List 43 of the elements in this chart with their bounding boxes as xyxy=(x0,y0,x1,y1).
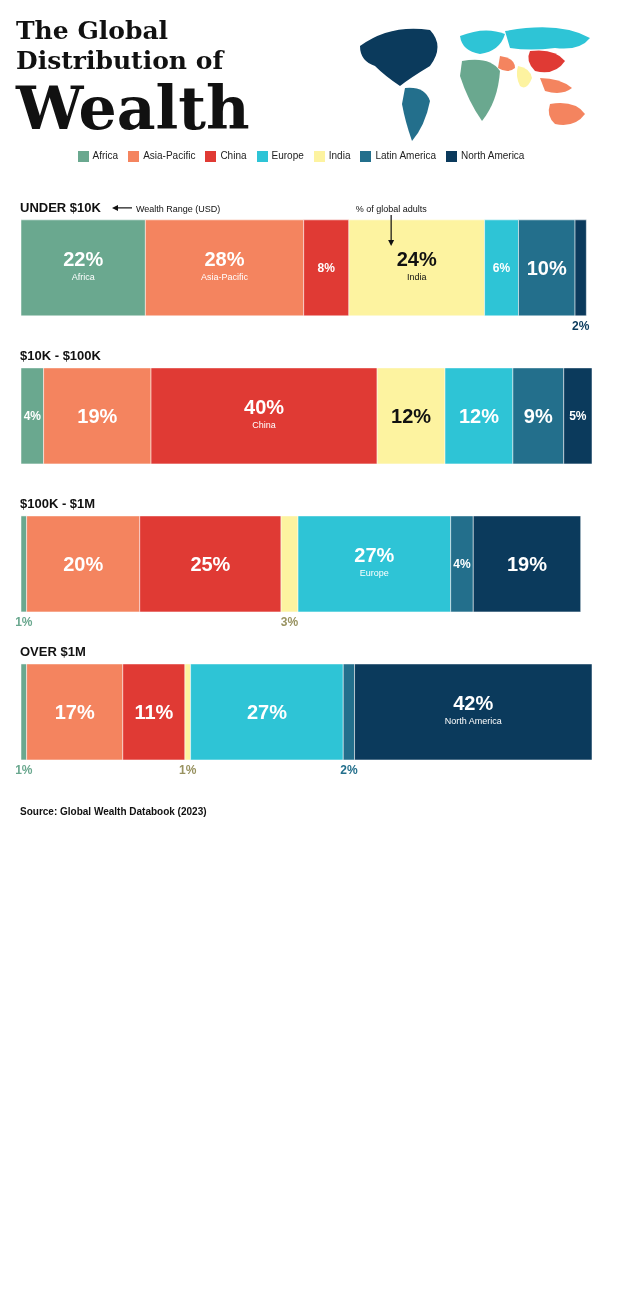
data-label: 24% India xyxy=(396,247,437,282)
data-label: 12% xyxy=(391,404,432,427)
legend-label: Asia-Pacific xyxy=(143,150,196,161)
y-tick-label: OVER $1M xyxy=(20,643,86,659)
data-label: 1% xyxy=(15,614,33,629)
legend-label: India xyxy=(328,150,351,161)
legend-label: Europe xyxy=(271,150,304,161)
legend-label: China xyxy=(220,150,247,161)
annotation: % of global adults xyxy=(355,203,428,214)
data-label: 5% xyxy=(569,409,587,424)
data-label: 19% xyxy=(506,552,548,575)
annotation: Wealth Range (USD) xyxy=(136,203,221,214)
data-label: 10% xyxy=(526,256,567,279)
y-tick-label: UNDER $10K xyxy=(20,199,102,215)
data-label: 2% xyxy=(340,762,358,777)
data-label: 8% xyxy=(317,261,336,276)
legend-label: Africa xyxy=(92,150,119,161)
data-label: 42% North America xyxy=(444,691,502,726)
legend-label: Latin America xyxy=(375,150,437,161)
data-label: 27% xyxy=(246,700,288,723)
data-label: 1% xyxy=(15,762,33,777)
data-label: 1% xyxy=(179,762,197,777)
data-label: 4% xyxy=(23,409,42,424)
chart-title: The Global Distribution of Wealth xyxy=(16,16,251,143)
data-label: 28% Asia-Pacific xyxy=(201,247,249,282)
data-label: 9% xyxy=(523,404,553,427)
data-label: 25% xyxy=(190,552,231,575)
legend-label: North America xyxy=(461,150,525,161)
data-label: 27% Europe xyxy=(354,543,395,578)
y-tick-label: $100K - $1M xyxy=(20,495,96,511)
data-label: 4% xyxy=(453,557,471,572)
data-label: 17% xyxy=(54,700,95,723)
data-label: 20% xyxy=(63,552,104,575)
source-note: Source: Global Wealth Databook (2023) xyxy=(19,806,208,819)
data-label: 6% xyxy=(492,261,511,276)
data-label: 2% xyxy=(572,318,590,333)
data-label: 3% xyxy=(280,614,299,629)
data-label: 40% China xyxy=(244,395,285,430)
data-label: 12% xyxy=(458,404,500,427)
data-label: 22% Africa xyxy=(63,247,104,282)
data-label: 19% xyxy=(77,404,118,427)
y-tick-label: $10K - $100K xyxy=(20,347,102,363)
data-label: 11% xyxy=(134,700,174,723)
